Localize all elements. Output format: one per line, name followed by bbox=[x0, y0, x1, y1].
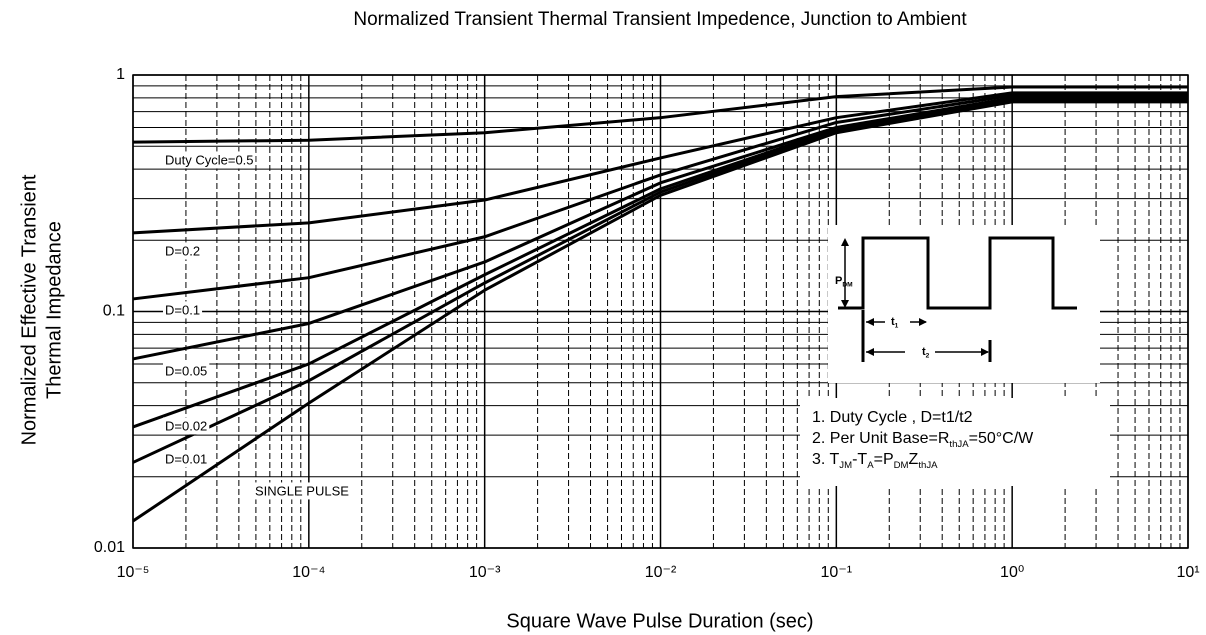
series-label: D=0.2 bbox=[165, 243, 200, 258]
subscript: thJA bbox=[918, 459, 938, 470]
period-label: t1 bbox=[891, 316, 899, 329]
waveform bbox=[838, 236, 1077, 310]
notes-background bbox=[800, 398, 1110, 486]
x-axis-label: Square Wave Pulse Duration (sec) bbox=[506, 610, 813, 632]
subscript: DM bbox=[842, 281, 853, 288]
arrow-head bbox=[841, 238, 849, 308]
label-background bbox=[163, 362, 210, 380]
y-axis-label-line: Normalized Effective Transient bbox=[18, 174, 40, 445]
subscript: thJA bbox=[949, 438, 969, 449]
text-part: -T bbox=[852, 451, 867, 468]
subscript: 1 bbox=[895, 322, 899, 329]
label-background bbox=[163, 242, 203, 260]
subscript: JM bbox=[839, 459, 852, 470]
chart-title: Normalized Transient Thermal Transient I… bbox=[353, 9, 967, 30]
series-line bbox=[132, 91, 1188, 235]
x-tick-label: 10⁻¹ bbox=[821, 564, 853, 581]
y-axis-label-line: Thermal Impedance bbox=[43, 221, 65, 399]
note: 2. Per Unit Base=RthJA=50°C/W bbox=[812, 430, 1034, 449]
text-part: P bbox=[835, 275, 842, 287]
series-line bbox=[132, 85, 1188, 144]
label-background bbox=[163, 301, 203, 319]
label-background bbox=[163, 417, 210, 435]
y-axis-label: Normalized Effective Transient Thermal I… bbox=[18, 174, 65, 445]
series-line bbox=[132, 93, 1188, 301]
series-label: D=0.05 bbox=[165, 363, 207, 378]
series-label: D=0.01 bbox=[165, 451, 207, 466]
text-part: 2. Per Unit Base=R bbox=[812, 430, 949, 447]
text-part: 1. Duty Cycle , D=t1/t2 bbox=[812, 409, 973, 426]
text-part: Z bbox=[909, 451, 919, 468]
period-label: t2 bbox=[922, 346, 930, 359]
inset-background bbox=[828, 225, 1100, 383]
x-tick-label: 10¹ bbox=[1176, 564, 1199, 581]
text-part: =P bbox=[874, 451, 894, 468]
pdm-label: PDM bbox=[835, 275, 853, 288]
series-label: SINGLE PULSE bbox=[255, 483, 349, 498]
x-tick-label: 10⁻⁵ bbox=[117, 564, 150, 581]
subscript: DM bbox=[894, 459, 909, 470]
note: 3. TJM-TA=PDMZthJA bbox=[812, 451, 938, 470]
x-tick-label: 10⁻⁴ bbox=[292, 564, 325, 581]
y-tick-label: 1 bbox=[116, 66, 125, 83]
y-tick-label: 0.1 bbox=[103, 303, 125, 320]
x-tick-label: 10⁰ bbox=[1000, 564, 1024, 581]
note: 1. Duty Cycle , D=t1/t2 bbox=[812, 409, 973, 426]
series-label: D=0.02 bbox=[165, 418, 207, 433]
text-part: t bbox=[891, 316, 895, 328]
arrow-line bbox=[866, 321, 988, 353]
text-part: 3. T bbox=[812, 451, 840, 468]
series-label: D=0.1 bbox=[165, 302, 200, 317]
series-line bbox=[132, 100, 1188, 523]
text-part: t bbox=[922, 346, 926, 358]
x-tick-label: 10⁻² bbox=[645, 564, 677, 581]
label-background bbox=[163, 450, 210, 468]
subscript: A bbox=[867, 459, 874, 470]
label-background bbox=[253, 482, 352, 500]
plot-frame bbox=[132, 74, 1189, 549]
y-tick-label: 0.01 bbox=[94, 539, 125, 556]
label-background bbox=[163, 151, 256, 169]
x-tick-label: 10⁻³ bbox=[469, 564, 501, 581]
subscript: 2 bbox=[926, 352, 930, 359]
text-part: =50°C/W bbox=[969, 430, 1035, 447]
series-label: Duty Cycle=0.5 bbox=[165, 152, 254, 167]
